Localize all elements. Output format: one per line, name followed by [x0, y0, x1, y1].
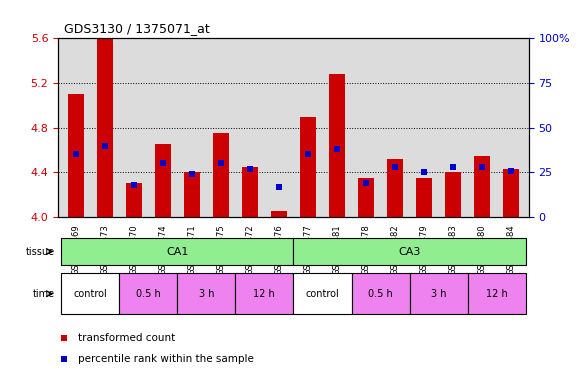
- Text: time: time: [33, 289, 55, 299]
- Bar: [61, 273, 119, 314]
- Bar: [271, 211, 287, 217]
- Text: percentile rank within the sample: percentile rank within the sample: [78, 354, 254, 364]
- Bar: [300, 116, 316, 217]
- Bar: [235, 273, 293, 314]
- Bar: [358, 178, 374, 217]
- Bar: [352, 273, 410, 314]
- Bar: [503, 169, 519, 217]
- Text: tissue: tissue: [26, 247, 55, 257]
- Bar: [213, 133, 229, 217]
- Bar: [177, 273, 235, 314]
- Text: CA3: CA3: [399, 247, 421, 257]
- Bar: [67, 94, 84, 217]
- Bar: [468, 273, 526, 314]
- Bar: [387, 159, 403, 217]
- Bar: [474, 156, 490, 217]
- Bar: [242, 167, 258, 217]
- Text: 12 h: 12 h: [486, 289, 508, 299]
- Text: GDS3130 / 1375071_at: GDS3130 / 1375071_at: [64, 22, 210, 35]
- Bar: [416, 178, 432, 217]
- Bar: [125, 184, 142, 217]
- Bar: [410, 273, 468, 314]
- Bar: [445, 172, 461, 217]
- Bar: [155, 144, 171, 217]
- Text: 3 h: 3 h: [199, 289, 214, 299]
- Text: transformed count: transformed count: [78, 333, 175, 343]
- Bar: [119, 273, 177, 314]
- Text: CA1: CA1: [166, 247, 188, 257]
- Text: 0.5 h: 0.5 h: [136, 289, 160, 299]
- Text: 0.5 h: 0.5 h: [368, 289, 393, 299]
- Bar: [96, 38, 113, 217]
- Bar: [61, 238, 293, 265]
- Bar: [329, 74, 345, 217]
- Text: control: control: [306, 289, 339, 299]
- Bar: [293, 238, 526, 265]
- Text: 12 h: 12 h: [253, 289, 275, 299]
- Bar: [184, 172, 200, 217]
- Bar: [293, 273, 352, 314]
- Text: 3 h: 3 h: [431, 289, 446, 299]
- Text: control: control: [73, 289, 107, 299]
